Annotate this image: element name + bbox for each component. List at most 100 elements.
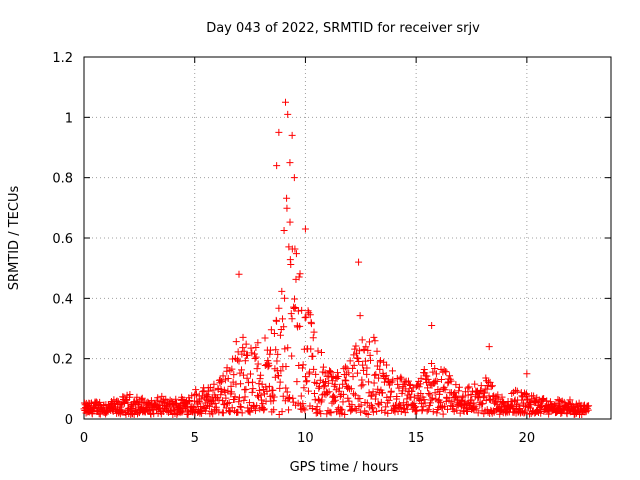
data-point <box>235 270 243 278</box>
data-point <box>342 377 350 385</box>
data-point <box>231 393 239 401</box>
data-point <box>232 338 240 346</box>
data-point <box>197 395 205 403</box>
data-point <box>199 403 207 411</box>
data-point <box>238 409 246 417</box>
data-point <box>247 370 255 378</box>
x-tick-label: 5 <box>191 431 199 446</box>
data-point <box>326 367 334 375</box>
data-point <box>273 162 281 170</box>
data-point <box>178 408 186 416</box>
data-point <box>162 395 170 403</box>
data-point <box>452 392 460 400</box>
data-point <box>425 390 433 398</box>
data-point <box>328 399 336 407</box>
data-point <box>210 380 218 388</box>
data-point <box>248 388 256 396</box>
data-point <box>255 380 263 388</box>
data-point <box>219 409 227 417</box>
data-point <box>300 384 308 392</box>
data-point <box>225 399 233 407</box>
data-point <box>426 399 434 407</box>
data-point <box>512 386 520 394</box>
data-point <box>341 376 349 384</box>
data-point <box>291 245 299 253</box>
data-point <box>336 384 344 392</box>
data-point <box>237 380 245 388</box>
data-point <box>228 388 236 396</box>
data-point <box>523 370 531 378</box>
data-point <box>319 363 327 371</box>
data-point <box>211 399 219 407</box>
data-point <box>281 294 289 302</box>
data-point <box>415 383 423 391</box>
data-point <box>352 342 360 350</box>
data-point <box>373 407 381 415</box>
data-point <box>265 361 273 369</box>
data-point <box>417 389 425 397</box>
data-point <box>376 365 384 373</box>
data-point <box>253 392 261 400</box>
data-point <box>282 98 289 106</box>
data-point <box>276 331 284 339</box>
data-point <box>278 287 286 295</box>
data-point <box>418 406 426 414</box>
data-point <box>410 399 418 407</box>
data-point <box>86 400 94 408</box>
data-point <box>264 363 272 371</box>
data-point <box>472 405 480 413</box>
data-point <box>499 399 507 407</box>
data-point <box>500 398 508 406</box>
data-point <box>243 374 251 382</box>
data-point <box>224 375 232 383</box>
data-point <box>275 372 283 380</box>
data-point <box>240 396 248 404</box>
data-point <box>261 334 269 342</box>
data-point <box>251 407 259 415</box>
data-point <box>455 387 463 395</box>
data-point <box>221 388 229 396</box>
data-point <box>527 399 535 407</box>
data-point <box>401 378 409 386</box>
data-point <box>394 380 402 388</box>
data-point <box>286 159 294 167</box>
data-point <box>368 391 376 399</box>
data-point <box>377 398 385 406</box>
data-point <box>371 395 379 403</box>
data-point <box>297 405 305 413</box>
data-point <box>424 375 432 383</box>
x-tick-label: 15 <box>408 431 425 446</box>
data-point <box>431 364 439 372</box>
data-point <box>339 390 347 398</box>
data-point <box>410 393 418 401</box>
data-point <box>406 380 414 388</box>
data-point <box>354 354 362 362</box>
x-axis-label: GPS time / hours <box>290 460 399 475</box>
data-point <box>254 339 262 347</box>
data-point <box>286 218 294 226</box>
data-point <box>423 372 431 380</box>
data-point <box>279 315 287 323</box>
data-point <box>393 393 401 401</box>
data-point <box>382 372 390 380</box>
data-point <box>241 393 249 401</box>
data-point <box>351 345 359 353</box>
data-point <box>299 361 307 369</box>
data-point <box>199 388 207 396</box>
data-points <box>80 98 593 418</box>
data-point <box>355 357 363 365</box>
data-point <box>279 392 287 400</box>
data-point <box>260 405 268 413</box>
data-point <box>403 395 411 403</box>
data-point <box>288 352 296 360</box>
data-point <box>440 366 448 374</box>
data-point <box>543 397 551 405</box>
data-point <box>463 408 471 416</box>
data-point <box>296 322 304 330</box>
data-point <box>273 317 281 325</box>
data-point <box>395 384 403 392</box>
data-point <box>272 346 280 354</box>
data-point <box>404 377 412 385</box>
data-point <box>138 394 146 402</box>
data-point <box>235 394 243 402</box>
